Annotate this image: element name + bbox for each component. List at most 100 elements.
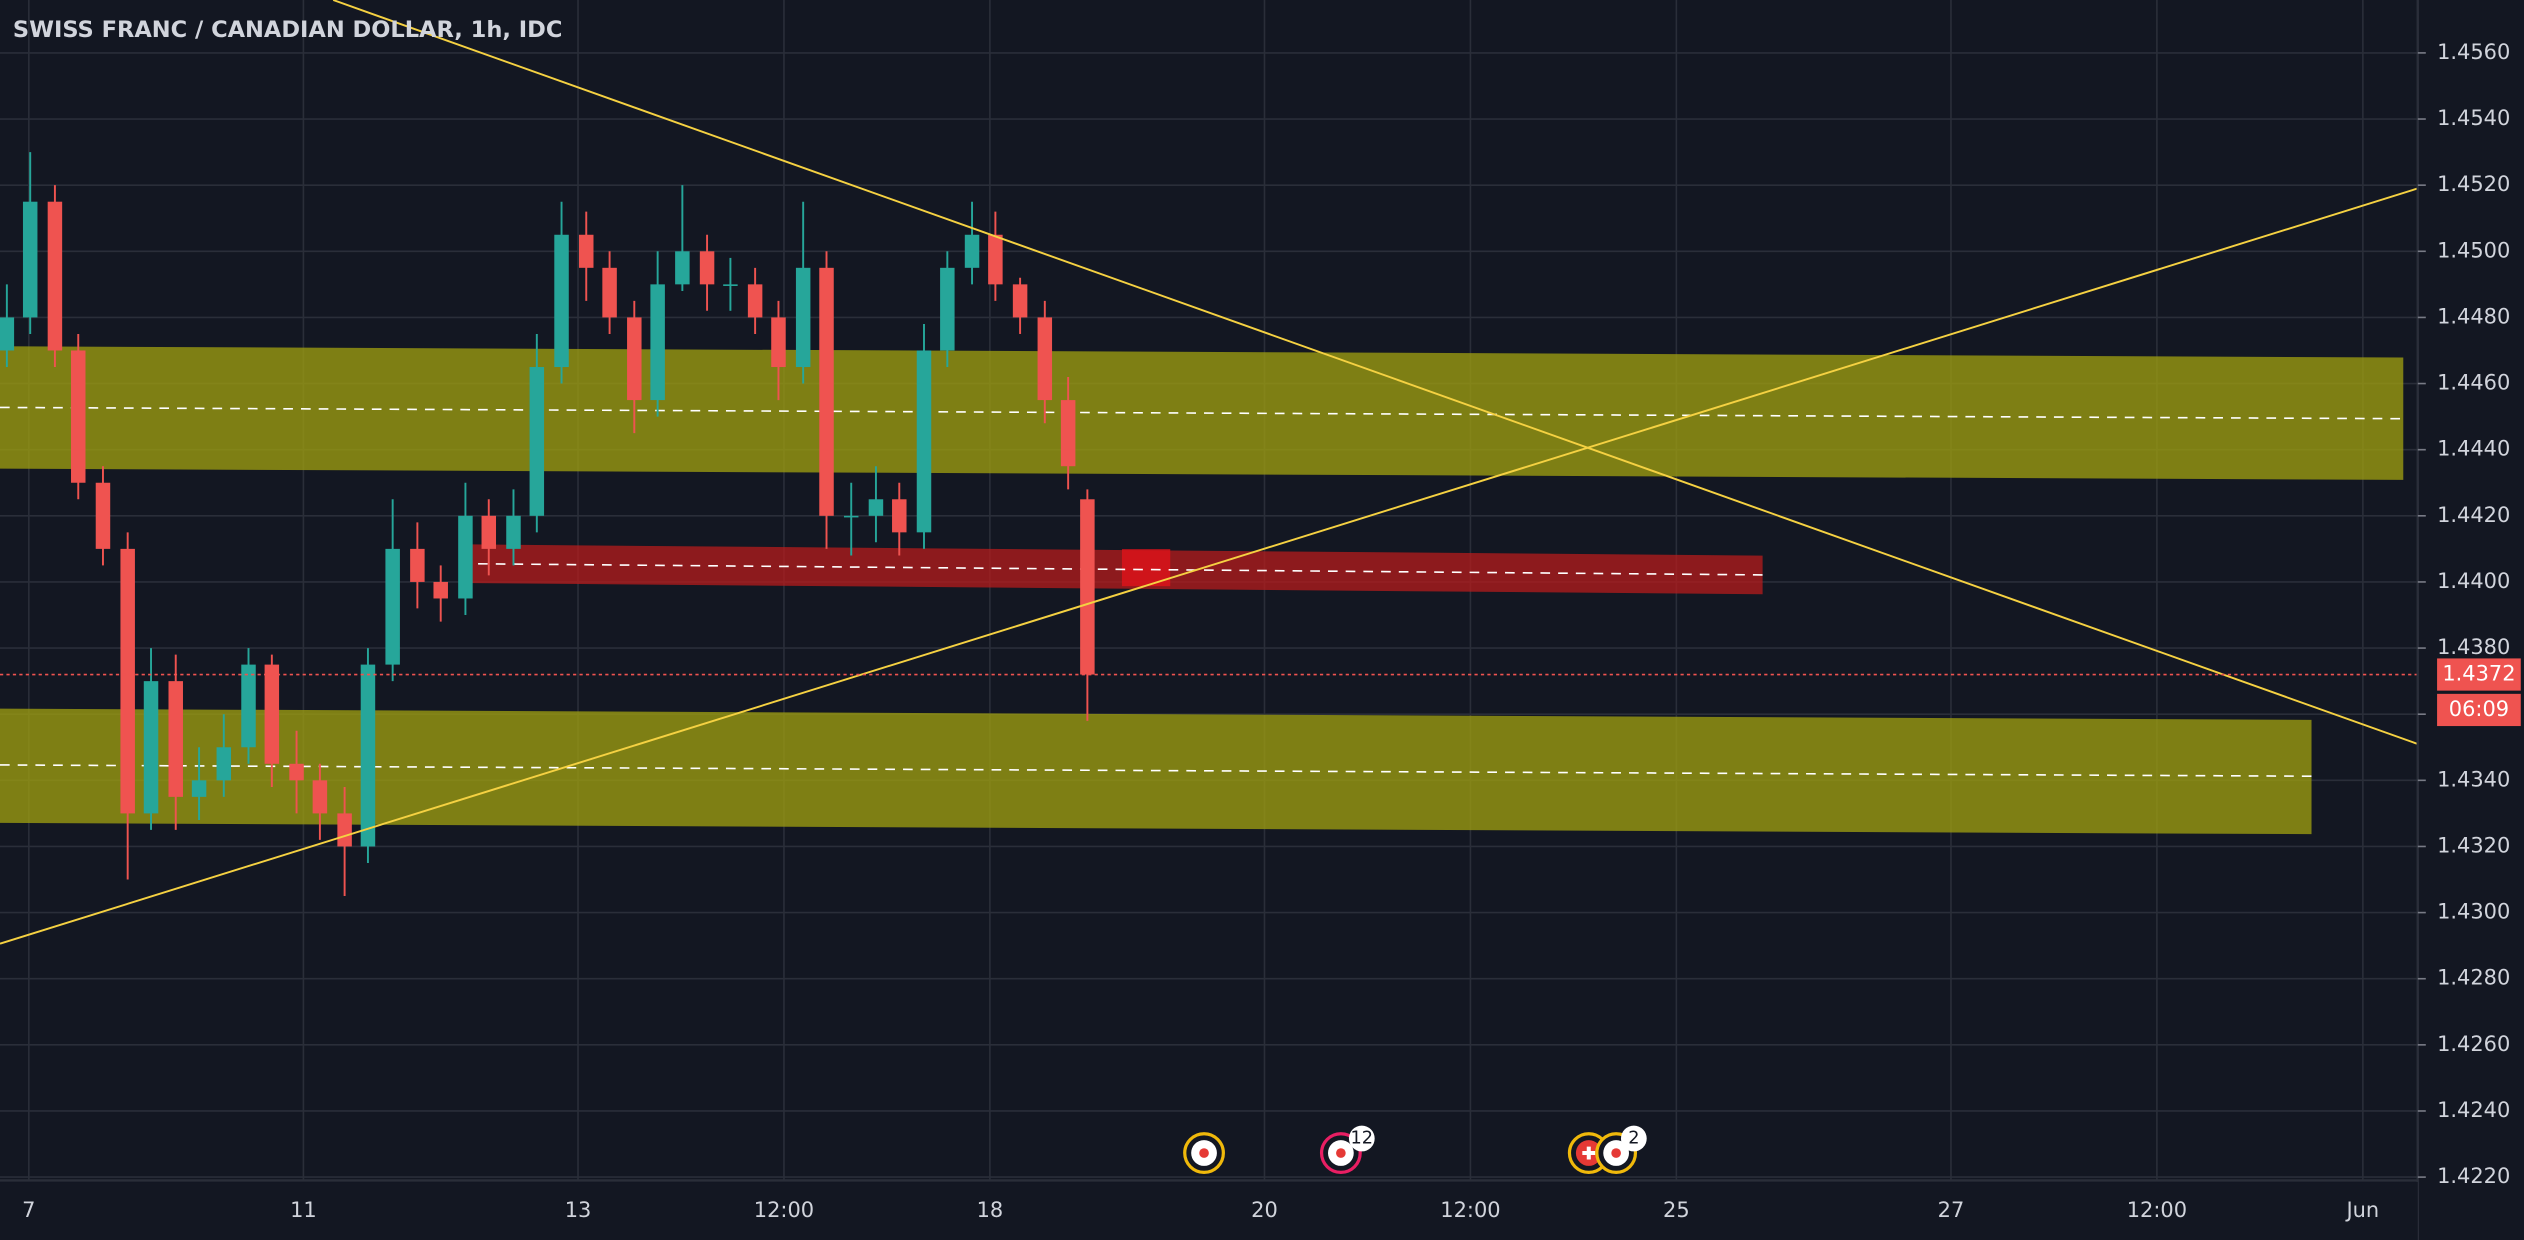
candle-body xyxy=(964,234,980,268)
support-zone xyxy=(0,346,2404,480)
y-tick-label: 1.4460 xyxy=(2437,371,2510,395)
badge xyxy=(1620,1125,1647,1152)
y-tick-label: 1.4400 xyxy=(2437,569,2510,593)
candle-body xyxy=(819,267,834,516)
candle-body xyxy=(216,747,232,781)
y-tick-label: 1.4480 xyxy=(2437,304,2510,328)
resistance-zone xyxy=(460,544,1763,595)
candle-body xyxy=(723,284,738,286)
candle-body xyxy=(579,234,594,268)
y-tick-label: 1.4340 xyxy=(2437,767,2510,791)
y-tick-label: 1.4320 xyxy=(2437,833,2510,857)
y-tick-label: 1.4220 xyxy=(2437,1164,2510,1188)
zone-midline xyxy=(0,764,2312,778)
candle-body xyxy=(433,581,448,599)
y-tick-label: 1.4240 xyxy=(2437,1098,2510,1122)
candle-body xyxy=(627,317,642,401)
candle-body xyxy=(650,284,665,401)
y-tick-label: 1.4280 xyxy=(2437,966,2510,990)
candle-body xyxy=(458,515,473,599)
candle-body xyxy=(699,251,715,285)
event-badge: 2 xyxy=(1628,1129,1639,1149)
candle-body xyxy=(1012,284,1028,318)
candle-body xyxy=(771,317,786,368)
flag-cross xyxy=(1582,1146,1596,1160)
trend-line xyxy=(332,0,2419,745)
candle-body xyxy=(22,201,38,318)
candle-body xyxy=(506,515,521,549)
last-price-tag xyxy=(2437,658,2521,691)
candle-body xyxy=(264,664,280,764)
candles xyxy=(0,152,1095,897)
y-tick-label: 1.4440 xyxy=(2437,437,2510,461)
x-tick-label: 20 xyxy=(1251,1198,1278,1222)
candle-body xyxy=(1060,400,1076,467)
candle-body xyxy=(892,499,907,533)
flag-icon xyxy=(1199,1148,1209,1158)
candle-body xyxy=(795,267,811,368)
flag-icon xyxy=(1611,1148,1621,1158)
candle-body xyxy=(1037,317,1053,401)
axes: 1.4560 1.4540 1.4520 1.4500 1.4480 1.4460 1.44… xyxy=(22,40,2510,1222)
candle-body xyxy=(940,267,955,351)
candle-body xyxy=(143,681,159,814)
candle-body xyxy=(312,780,328,814)
x-tick-label: 18 xyxy=(977,1198,1004,1222)
candle-body xyxy=(1080,499,1095,675)
candle-body xyxy=(868,499,884,516)
badge xyxy=(1348,1125,1375,1152)
countdown: 06:09 xyxy=(2449,697,2509,721)
candle-body xyxy=(529,367,545,516)
candle-body xyxy=(916,350,932,533)
x-tick-label: 12:00 xyxy=(2127,1198,2187,1222)
candle-body xyxy=(602,267,617,318)
y-tick-label: 1.4500 xyxy=(2437,238,2510,262)
zone-midline xyxy=(0,406,2404,420)
last-price-label: 1.4372 xyxy=(2442,662,2515,686)
x-tick-label: 12:00 xyxy=(754,1198,814,1222)
candle-body xyxy=(71,350,86,483)
candle-body xyxy=(168,681,183,797)
candle-body xyxy=(988,234,1003,285)
x-tick-label: 7 xyxy=(22,1198,35,1222)
candle-body xyxy=(47,201,63,351)
y-tick-label: 1.4420 xyxy=(2437,503,2510,527)
y-tick-label: 1.4300 xyxy=(2437,900,2510,924)
y-tick-label: 1.4380 xyxy=(2437,635,2510,659)
x-tick-label: 13 xyxy=(565,1198,592,1222)
x-tick-label: 27 xyxy=(1938,1198,1965,1222)
y-tick-label: 1.4560 xyxy=(2437,40,2510,64)
y-tick-label: 1.4260 xyxy=(2437,1032,2510,1056)
candle-body xyxy=(554,234,569,368)
candle-body xyxy=(360,664,376,847)
chart-title: SWISS FRANC / CANADIAN DOLLAR, 1h, IDC xyxy=(13,17,563,43)
candle-body xyxy=(241,664,256,748)
candle-body xyxy=(843,515,859,518)
y-tick-label: 1.4520 xyxy=(2437,172,2510,196)
candle-body xyxy=(337,813,352,847)
event-icons[interactable]: 12 2 xyxy=(1183,1125,1647,1174)
zone-midline xyxy=(460,562,1763,576)
x-tick-label: 12:00 xyxy=(1440,1198,1500,1222)
countdown-tag xyxy=(2437,693,2521,727)
candle-body xyxy=(675,251,690,285)
candle-body xyxy=(410,548,425,582)
candle-body xyxy=(289,763,304,781)
candle-body xyxy=(95,482,111,549)
x-tick-label: 11 xyxy=(290,1198,317,1222)
candle-body xyxy=(481,515,497,549)
candle-body xyxy=(120,548,135,814)
trend-line xyxy=(0,187,2419,945)
x-tick-label: Jun xyxy=(2344,1198,2379,1222)
flag-icon xyxy=(1336,1148,1346,1158)
candle-body xyxy=(747,284,763,318)
candle-body xyxy=(0,317,15,351)
event-badge: 12 xyxy=(1351,1129,1374,1149)
candle-body xyxy=(385,548,400,665)
time-axis xyxy=(0,1182,2418,1240)
candle-body xyxy=(191,780,207,797)
y-tick-label: 1.4540 xyxy=(2437,106,2510,130)
x-tick-label: 25 xyxy=(1663,1198,1690,1222)
